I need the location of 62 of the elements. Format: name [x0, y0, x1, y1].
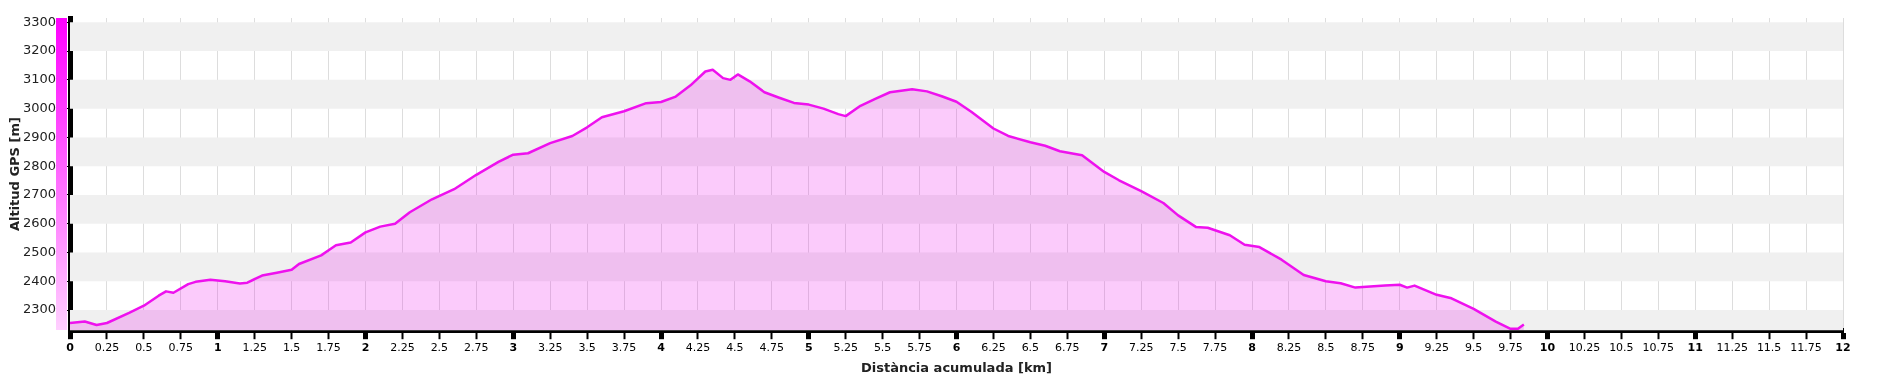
- x-tick-label: 10.5: [1609, 340, 1634, 354]
- x-tick-label: 1.25: [242, 340, 267, 354]
- x-tick-label: 10: [1539, 340, 1556, 354]
- x-tick-label: 6.25: [981, 340, 1006, 354]
- x-tick-label: 3.25: [537, 340, 563, 354]
- x-tick-label: 5.75: [907, 340, 932, 354]
- x-tick-label: 5.25: [833, 340, 858, 354]
- y-tick-label: 3200: [22, 42, 56, 58]
- x-tick-label: 8.5: [1317, 340, 1335, 354]
- y-tick-label: 2500: [22, 243, 56, 259]
- x-tick-label: 5: [804, 340, 813, 354]
- y-tick-label: 2700: [22, 186, 56, 202]
- x-tick-label: 5.5: [873, 340, 892, 354]
- x-tick-label: 2.25: [390, 340, 415, 354]
- x-tick-label: 3.75: [611, 340, 637, 354]
- x-tick-label: 8: [1248, 340, 1256, 354]
- x-tick-label: 11.5: [1756, 340, 1782, 354]
- x-tick-label: 2.5: [430, 340, 449, 354]
- x-tick-label: 7.25: [1128, 340, 1154, 354]
- x-tick-label: 1.5: [282, 340, 301, 354]
- x-tick-label: 6.5: [1021, 340, 1040, 354]
- x-tick-label: 2.75: [464, 340, 489, 354]
- x-tick-label: 8.75: [1350, 340, 1376, 354]
- x-tick-label: 0.75: [168, 340, 194, 354]
- x-tick-label: 4: [657, 340, 666, 354]
- y-tick-label: 2900: [22, 128, 56, 144]
- x-tick-label: 9.25: [1424, 340, 1449, 354]
- x-tick-label: 7: [1100, 340, 1109, 354]
- x-tick-label: 0.5: [135, 340, 153, 354]
- x-tick-label: 9: [1395, 340, 1404, 354]
- x-tick-label: 10.75: [1642, 340, 1675, 354]
- y-tick-label: 2600: [22, 215, 56, 231]
- x-tick-label: 4.75: [759, 340, 785, 354]
- x-tick-label: 2: [361, 340, 370, 354]
- x-tick-label: 10.25: [1568, 340, 1601, 354]
- x-tick-label: 1: [213, 340, 222, 354]
- x-tick-label: 4.5: [726, 340, 744, 354]
- y-tick-label: 3000: [22, 100, 56, 116]
- y-tick-label: 2800: [22, 157, 56, 173]
- x-tick-label: 6.75: [1055, 340, 1080, 354]
- x-tick-label: 7.75: [1202, 340, 1228, 354]
- x-tick-label: 3: [509, 340, 518, 354]
- y-tick-label: 2300: [22, 301, 56, 317]
- y-tick-label: 2400: [22, 272, 56, 288]
- x-tick-label: 11.75: [1790, 340, 1822, 354]
- x-tick-label: 11.25: [1716, 340, 1748, 354]
- x-tick-label: 3.5: [578, 340, 596, 354]
- x-tick-label: 4.25: [685, 340, 711, 354]
- x-axis-title: Distància acumulada [km]: [860, 359, 1053, 375]
- x-tick-label: 9.75: [1498, 340, 1523, 354]
- y-axis-title: Altitud GPS [m]: [7, 117, 23, 232]
- x-tick-label: 0.25: [94, 340, 120, 354]
- x-tick-label: 12: [1835, 340, 1851, 354]
- x-tick-label: 1.75: [316, 340, 341, 354]
- x-tick-label: 8.25: [1276, 340, 1302, 354]
- y-tick-label: 3100: [22, 71, 56, 87]
- x-tick-label: 9.5: [1464, 340, 1483, 354]
- x-tick-label: 7.5: [1169, 340, 1187, 354]
- x-tick-label: 0: [66, 340, 75, 354]
- y-tick-label: 3300: [22, 13, 56, 29]
- x-tick-label: 11: [1687, 340, 1703, 354]
- x-tick-label: 6: [952, 340, 961, 354]
